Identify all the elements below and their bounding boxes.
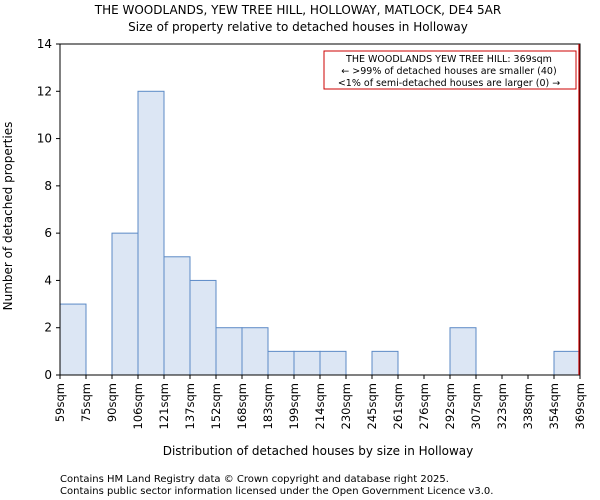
annotation-line-3: <1% of semi-detached houses are larger (… bbox=[338, 78, 560, 89]
x-tick-label: 307sqm bbox=[469, 383, 483, 429]
bar-137sqm bbox=[189, 279, 217, 376]
y-tick-label: 4 bbox=[44, 273, 52, 287]
x-tick-label: 168sqm bbox=[235, 383, 249, 429]
x-tick-label: 354sqm bbox=[547, 383, 561, 429]
bar-152sqm bbox=[215, 327, 243, 376]
bar-168sqm bbox=[241, 327, 269, 376]
bar-245sqm bbox=[371, 350, 399, 376]
x-tick-label: 261sqm bbox=[391, 383, 405, 429]
annotation-box: THE WOODLANDS YEW TREE HILL: 369sqm ← >9… bbox=[323, 50, 577, 90]
bar-354sqm bbox=[553, 350, 581, 376]
x-tick-label: 106sqm bbox=[131, 383, 145, 429]
x-tick-label: 230sqm bbox=[339, 383, 353, 429]
x-tick-label: 245sqm bbox=[365, 383, 379, 429]
y-ticks-group: 0 2 4 6 8 10 12 14 bbox=[37, 37, 60, 382]
y-tick-label: 6 bbox=[44, 226, 52, 240]
chart-title: THE WOODLANDS, YEW TREE HILL, HOLLOWAY, … bbox=[94, 3, 501, 17]
y-tick-label: 2 bbox=[44, 321, 52, 335]
annotation-line-1: THE WOODLANDS YEW TREE HILL: 369sqm bbox=[345, 54, 552, 65]
annotation-line-2: ← >99% of detached houses are smaller (4… bbox=[341, 66, 556, 77]
y-tick-label: 8 bbox=[44, 179, 52, 193]
y-tick-label: 0 bbox=[44, 368, 52, 382]
x-tick-label: 338sqm bbox=[521, 383, 535, 429]
bar-199sqm bbox=[293, 350, 321, 376]
bar-121sqm bbox=[163, 256, 191, 376]
bars-group bbox=[59, 90, 581, 376]
y-axis-label: Number of detached properties bbox=[1, 122, 15, 311]
bar-59sqm bbox=[59, 303, 87, 376]
y-tick-label: 12 bbox=[37, 84, 52, 98]
x-ticks-group: 59sqm 75sqm 90sqm 106sqm 121sqm 137sqm 152sqm 1… bbox=[53, 375, 587, 429]
x-axis-label: Distribution of detached houses by size … bbox=[163, 444, 474, 458]
x-tick-label: 214sqm bbox=[313, 383, 327, 429]
x-tick-label: 276sqm bbox=[417, 383, 431, 429]
bar-183sqm bbox=[267, 350, 295, 376]
y-tick-label: 10 bbox=[37, 132, 52, 146]
x-tick-label: 323sqm bbox=[495, 383, 509, 429]
x-tick-label: 59sqm bbox=[53, 383, 67, 422]
y-tick-label: 14 bbox=[37, 37, 52, 51]
bar-106sqm bbox=[137, 90, 165, 376]
chart-subtitle: Size of property relative to detached ho… bbox=[128, 20, 468, 34]
footer-line-1: Contains HM Land Registry data © Crown c… bbox=[60, 474, 449, 485]
plot-area-frame bbox=[59, 43, 581, 376]
x-tick-label: 121sqm bbox=[157, 383, 171, 429]
footer-line-2: Contains public sector information licen… bbox=[60, 486, 493, 497]
x-tick-label: 183sqm bbox=[261, 383, 275, 429]
x-tick-label: 369sqm bbox=[573, 383, 587, 429]
x-tick-label: 152sqm bbox=[209, 383, 223, 429]
bar-292sqm bbox=[449, 327, 477, 376]
x-tick-label: 292sqm bbox=[443, 383, 457, 429]
bar-214sqm bbox=[319, 350, 347, 376]
x-tick-label: 199sqm bbox=[287, 383, 301, 429]
x-tick-label: 75sqm bbox=[79, 383, 93, 422]
x-tick-label: 90sqm bbox=[105, 383, 119, 422]
bar-90sqm bbox=[111, 232, 139, 376]
x-tick-label: 137sqm bbox=[183, 383, 197, 429]
